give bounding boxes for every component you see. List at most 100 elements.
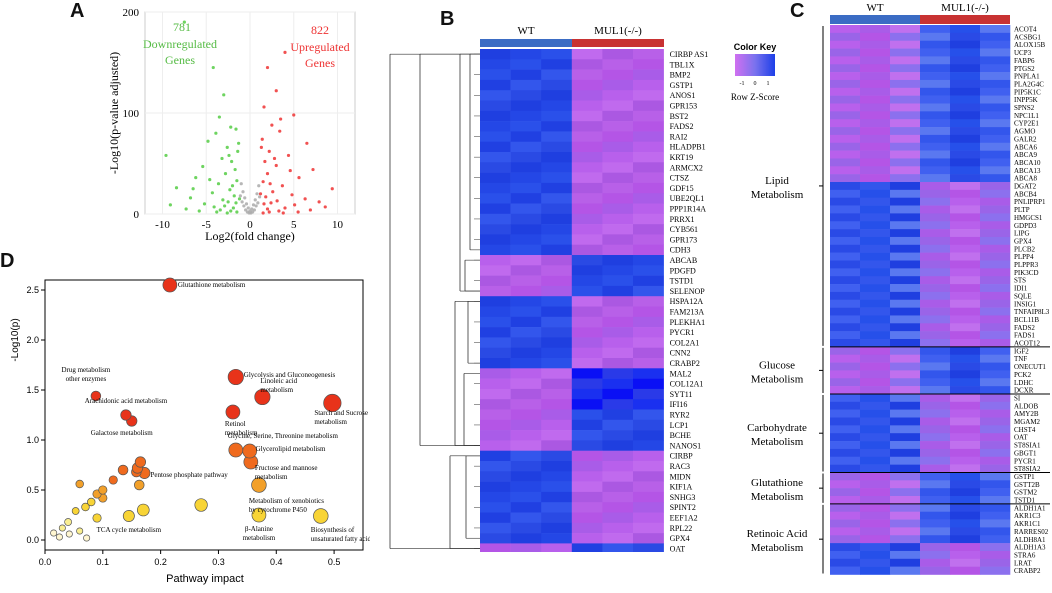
heatmap-b-cell: [633, 461, 664, 472]
heatmap-b-cell: [541, 285, 573, 297]
volcano-point-downregulated: [184, 207, 188, 211]
heatmap-c-cell: [920, 103, 951, 112]
heatmap-b-cell: [510, 121, 542, 132]
heatmap-c-cell: [860, 182, 891, 191]
heatmap-b-cell: [480, 121, 511, 132]
heatmap-c-row-label: PTGS2: [1014, 65, 1035, 73]
volcano-point-not-significant: [241, 190, 245, 194]
volcano-point-upregulated: [260, 137, 264, 141]
heatmap-b-cell: [602, 522, 634, 534]
heatmap-b-row-label: RPL22: [670, 524, 693, 533]
volcano-point-upregulated: [283, 50, 287, 55]
volcano-point-downregulated: [216, 182, 221, 186]
volcano-point-upregulated: [330, 187, 334, 191]
heatmap-c-cell: [920, 323, 951, 332]
heatmap-b-cell: [571, 182, 603, 194]
pathway-point-label: Metabolism of xenobiotics: [249, 497, 324, 505]
heatmap-b-cell: [480, 49, 511, 60]
heatmap-c-cell: [980, 417, 1011, 426]
heatmap-b-cell: [510, 378, 542, 390]
heatmap-c-group-mul1: MUL1(-/-): [941, 2, 989, 14]
heatmap-b-cell: [480, 347, 511, 359]
pathway-point-label: Glycolysis and Gluconeogenesis: [244, 371, 336, 379]
heatmap-c-cell: [830, 127, 861, 136]
volcano-point-downregulated: [231, 206, 235, 210]
heatmap-b-cell: [541, 100, 573, 112]
volcano-point-downregulated: [217, 115, 221, 119]
heatmap-c-row-label: ACOT4: [1014, 26, 1037, 34]
heatmap-b-cell: [510, 172, 542, 184]
pathway-point: [90, 390, 102, 402]
heatmap-c-cell: [920, 362, 951, 371]
color-key-tick-neg: -1: [740, 81, 745, 87]
volcano-point-downregulated: [208, 178, 212, 182]
volcano-xtick-label: 0: [247, 219, 253, 231]
heatmap-c-cell: [890, 48, 921, 57]
pathway-point: [133, 479, 145, 491]
heatmap-c-cell: [890, 142, 921, 151]
heatmap-c-cell: [830, 25, 861, 34]
heatmap-c-cell: [920, 87, 951, 96]
heatmap-c-cell: [860, 205, 891, 214]
heatmap-b-row-label: GPR153: [670, 102, 698, 111]
heatmap-b-cell: [510, 296, 542, 307]
heatmap-b-cell: [510, 306, 542, 318]
heatmap-c-cell: [980, 386, 1011, 395]
pathway-point-label: TCA cycle metabolism: [97, 526, 162, 534]
heatmap-b-cell: [480, 543, 511, 552]
heatmap-c-cell: [980, 189, 1011, 198]
heatmap-c-row-label: FADS1: [1014, 332, 1035, 340]
volcano-point-upregulated: [267, 149, 271, 153]
heatmap-b-cell: [541, 327, 573, 338]
heatmap-c-row-label: RARRES02: [1014, 528, 1049, 536]
heatmap-b-cell: [541, 399, 573, 410]
volcano-point-upregulated: [263, 159, 267, 164]
heatmap-b-cell: [541, 440, 573, 451]
volcano-point-upregulated: [278, 129, 282, 133]
heatmap-c-cell: [920, 307, 951, 316]
heatmap-c-row-label: LDHC: [1014, 379, 1033, 387]
heatmap-c-cell: [920, 370, 951, 379]
heatmap-c-row-label: ACSBG1: [1014, 33, 1041, 41]
heatmap-c-cell: [950, 64, 981, 73]
heatmap-c-cell: [920, 213, 951, 222]
heatmap-c-cell: [920, 236, 951, 246]
heatmap-b-cell: [510, 182, 542, 194]
heatmap-c-cell: [860, 291, 891, 301]
heatmap-b-row-label: LCP1: [670, 421, 689, 430]
volcano-xlabel: Log2(fold change): [205, 229, 295, 243]
color-key-tick-pos: 1: [767, 81, 770, 87]
heatmap-b-cell: [633, 533, 664, 544]
heatmap-c-cell: [980, 425, 1011, 434]
heatmap-b-cell: [480, 100, 511, 112]
heatmap-c-cell: [980, 307, 1011, 316]
heatmap-c-cell: [920, 339, 951, 348]
heatmap-c-cell: [890, 472, 921, 481]
heatmap-b-cell: [633, 234, 664, 245]
heatmap-b-cell: [541, 316, 573, 328]
heatmap-b-cell: [633, 172, 664, 184]
heatmap-c-cell: [860, 393, 891, 403]
heatmap-c-cell: [980, 213, 1011, 222]
heatmap-c-cell: [920, 550, 951, 560]
heatmap-c-cell: [890, 386, 921, 395]
pathway-point: [98, 485, 108, 495]
heatmap-b-row-label: PDGFD: [670, 266, 696, 275]
heatmap-b-row-label: HLADPB1: [670, 143, 706, 152]
volcano-point-not-significant: [256, 201, 260, 205]
pathway-point: [251, 507, 267, 523]
heatmap-b-cell: [571, 255, 603, 266]
heatmap-b-cell: [633, 69, 664, 81]
heatmap-c-cell: [890, 32, 921, 41]
heatmap-c-cell: [830, 236, 861, 246]
heatmap-c-row-label: GSTT2B: [1014, 481, 1040, 489]
volcano-point-upregulated: [277, 209, 281, 213]
heatmap-c-cell: [980, 244, 1011, 253]
heatmap-c-cell: [950, 197, 981, 206]
heatmap-b-cell: [510, 100, 542, 112]
heatmap-c-cell: [890, 87, 921, 96]
heatmap-c-cell: [950, 244, 981, 253]
volcano-point-not-significant: [246, 206, 250, 210]
heatmap-b-cell: [602, 461, 634, 472]
